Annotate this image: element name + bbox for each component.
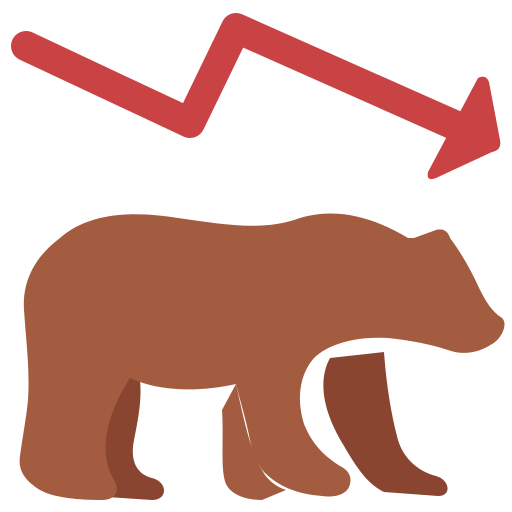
downward-trend-arrow-icon [11,13,501,180]
arrow-head [427,76,501,180]
bear-snout [460,290,505,349]
bear-far-front-leg [323,352,448,496]
arrow-line [11,13,485,147]
bear-ear [420,229,452,252]
bear-body [19,213,505,500]
bear-near-front-paw [222,384,286,500]
bear-icon [19,213,505,500]
